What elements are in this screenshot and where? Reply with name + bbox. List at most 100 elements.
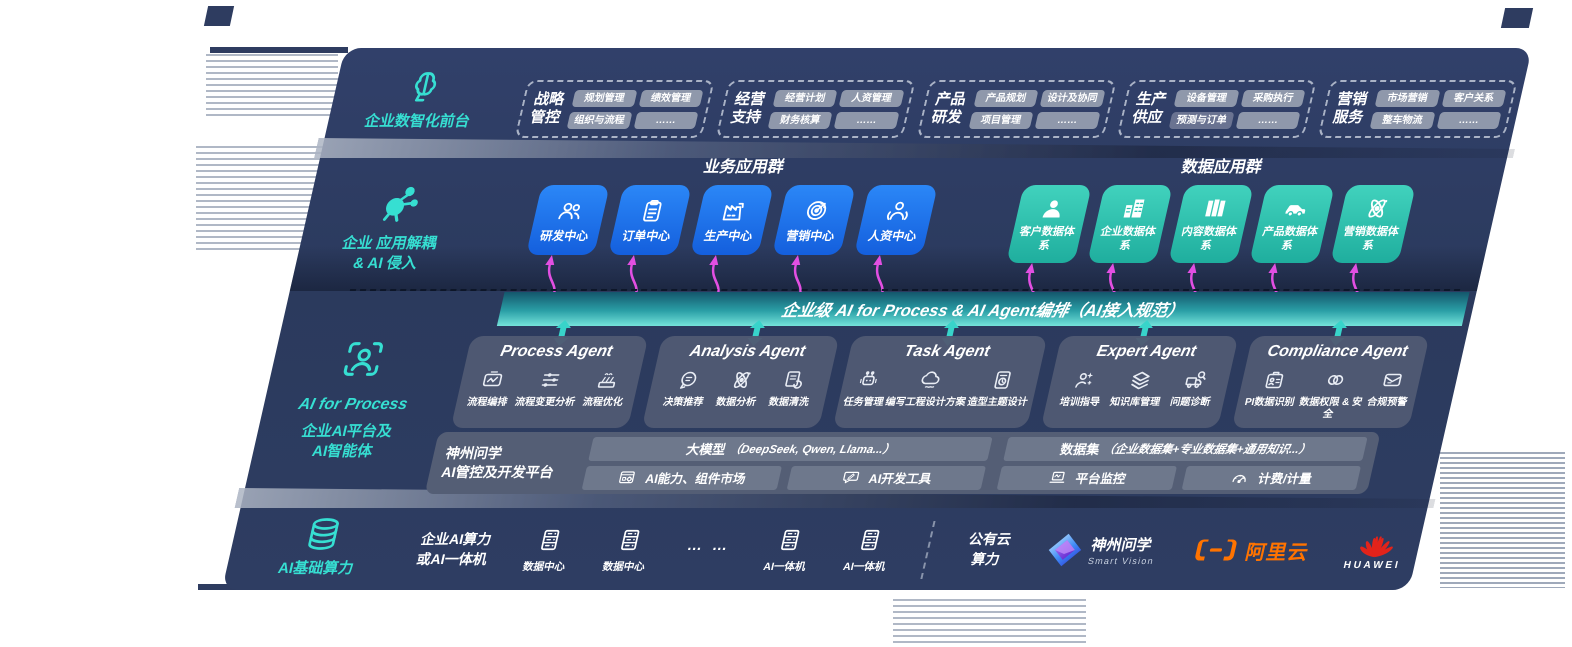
clipboard-icon <box>636 197 669 224</box>
model-bar: 大模型 （DeepSeek, Qwen, Llama...） <box>588 436 994 461</box>
compliance-agent-box: Compliance Agent PI数据识别 数据权限 & 安全 合规预警 <box>1231 336 1430 428</box>
stripe-decoration <box>206 54 338 120</box>
front-pill: 产品规划 <box>973 89 1039 107</box>
app-label: 内容数据体系 <box>1180 226 1238 252</box>
scan-person-icon <box>335 336 391 382</box>
front-group-strategy: 战略 管控 规划管理 绩效管理 组织与流程 …… <box>514 80 715 138</box>
process-agent-box: Process Agent 流程编排 流程变更分析 流程优化 <box>450 336 649 428</box>
agent-item: 流程变更分析 <box>514 368 583 409</box>
data-apps-header: 数据应用群 <box>1179 159 1264 176</box>
agent-item: PI数据识别 <box>1241 368 1302 420</box>
app-label: 研发中心 <box>538 228 590 243</box>
agent-title: Task Agent <box>902 343 992 360</box>
app-label: 生产中心 <box>702 228 754 243</box>
business-app-box: 人资中心 <box>853 185 938 255</box>
huawei-flower-icon <box>1356 530 1398 558</box>
front-pill: 项目管理 <box>968 111 1034 129</box>
cluster-label: 企业AI算力 或AI一体机 <box>415 531 494 567</box>
rail-ai-layer: AI for Process 企业AI平台及 AI智能体 <box>251 336 458 462</box>
front-pill: 预测与订单 <box>1168 111 1235 129</box>
app-label: 人资中心 <box>866 228 918 243</box>
dataset-section: 数据集 （企业数据集+专业数据集+通用知识...） 平台监控 计费/计量 <box>997 436 1368 490</box>
server-icon <box>855 527 887 553</box>
factory-icon <box>718 197 751 224</box>
business-apps-row: 研发中心 订单中心 生产中心 营销中心 人资中心 <box>525 185 938 255</box>
car-icon <box>1279 195 1312 222</box>
robot-icon <box>854 368 883 392</box>
ai-platform-strip: 神州问学 AI管控及开发平台 大模型 （DeepSeek, Qwen, Llama… <box>424 432 1381 494</box>
ai-layer-label-line2: 企业AI平台及 <box>300 422 394 440</box>
agents-row: Process Agent 流程编排 流程变更分析 流程优化 Analysis … <box>450 336 1430 428</box>
front-pill: 人资管理 <box>838 89 905 107</box>
expert-agent-box: Expert Agent 培训指导 知识库管理 问题诊断 <box>1040 336 1239 428</box>
agent-title: Compliance Agent <box>1265 343 1410 360</box>
person-spark-icon <box>1070 368 1099 392</box>
front-pill: 规划管理 <box>571 89 638 107</box>
molecule-icon <box>371 180 427 226</box>
data-apps-row: 客户数据体系 企业数据体系 内容数据体系 产品数据体系 营销数据体系 <box>1006 185 1416 263</box>
server-icon <box>534 527 566 553</box>
front-pill: 采购执行 <box>1240 89 1306 107</box>
front-pill: 组织与流程 <box>566 111 633 129</box>
billing-cell: 计费/计量 <box>1181 465 1362 490</box>
users-icon <box>554 197 587 224</box>
corner-decoration <box>1500 8 1534 28</box>
analysis-agent-box: Analysis Agent 决策推荐 数据分析 数据清洗 <box>641 336 840 428</box>
agent-item: 数据分析 <box>715 368 764 409</box>
atom-icon <box>1360 195 1393 222</box>
agent-title: Expert Agent <box>1095 343 1198 360</box>
agent-title: Process Agent <box>498 343 615 360</box>
front-layer-label: 企业数智化前台 <box>362 113 472 130</box>
agent-item: 决策推荐 <box>662 368 711 409</box>
rail-front-layer: 企业数智化前台 <box>326 66 519 132</box>
app-label: 营销中心 <box>784 228 836 243</box>
laptop-pulse-icon <box>1046 468 1069 487</box>
agent-item: 问题诊断 <box>1169 368 1218 409</box>
front-group-title: 营销 服务 <box>1331 91 1370 126</box>
truck-search-icon <box>1181 368 1210 392</box>
target-icon <box>800 197 833 224</box>
tablet-check-icon <box>988 368 1017 392</box>
front-group-supply: 生产 供应 设备管理 采购执行 预测与订单 …… <box>1116 80 1317 138</box>
front-groups-row: 战略 管控 规划管理 绩效管理 组织与流程 …… 经营 支持 经营计划 人资管理 财… <box>514 80 1518 138</box>
brain-icon <box>401 66 450 106</box>
agent-item: 培训指导 <box>1058 368 1107 409</box>
ai-layer-label-line3: AI智能体 <box>310 442 375 460</box>
front-pill: 设备管理 <box>1173 89 1240 107</box>
front-pill: 整车物流 <box>1369 111 1436 129</box>
curve-arrow-up-icon <box>866 253 897 296</box>
front-pill-ellipsis: …… <box>833 111 900 129</box>
person-icon <box>1036 195 1069 222</box>
id-card-icon <box>1260 368 1289 392</box>
front-pill: 市场营销 <box>1374 89 1441 107</box>
agent-item: 任务管理 <box>842 368 891 409</box>
agent-item: 知识库管理 <box>1109 368 1168 409</box>
front-group-operation: 经营 支持 经营计划 人资管理 财务核算 …… <box>715 80 916 138</box>
mail-alert-icon <box>1377 368 1406 392</box>
business-app-box: 生产中心 <box>689 185 774 255</box>
building-icon <box>1117 195 1150 222</box>
agent-item: 流程编排 <box>466 368 515 409</box>
app-label: 产品数据体系 <box>1261 226 1319 252</box>
agent-title: Analysis Agent <box>688 343 807 360</box>
chat-tools-icon <box>839 468 862 487</box>
compute-layer-label: AI基础算力 <box>276 560 356 577</box>
ai-devtools-cell: AI开发工具 <box>786 465 987 490</box>
ellipsis-label: … … <box>685 536 733 554</box>
gauge-icon <box>1228 468 1251 487</box>
stripe-decoration <box>1440 452 1565 588</box>
orchestration-bar: 企业级 AI for Process & AI Agent编排（AI接入规范） <box>496 292 1470 326</box>
dashed-divider <box>349 289 1461 291</box>
server-icon <box>775 527 807 553</box>
alibaba-bracket-icon <box>1191 535 1242 565</box>
rail-compute-layer: AI基础算力 <box>224 514 417 579</box>
data-app-box: 企业数据体系 <box>1087 185 1173 263</box>
app-label: 订单中心 <box>620 228 672 243</box>
doc-refresh-icon <box>779 368 808 392</box>
stripe-decoration <box>893 599 1086 644</box>
dataset-bar: 数据集 （企业数据集+专业数据集+通用知识...） <box>1003 436 1368 461</box>
atom-icon <box>726 368 755 392</box>
ai-layer-label-line1: AI for Process <box>296 396 410 413</box>
agent-item: 数据清洗 <box>767 368 816 409</box>
